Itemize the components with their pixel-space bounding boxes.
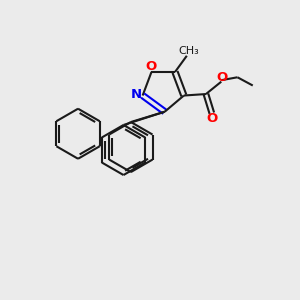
Text: N: N bbox=[130, 88, 142, 100]
Text: O: O bbox=[207, 112, 218, 125]
Text: O: O bbox=[146, 60, 157, 73]
Text: CH₃: CH₃ bbox=[178, 46, 199, 56]
Text: O: O bbox=[217, 71, 228, 84]
